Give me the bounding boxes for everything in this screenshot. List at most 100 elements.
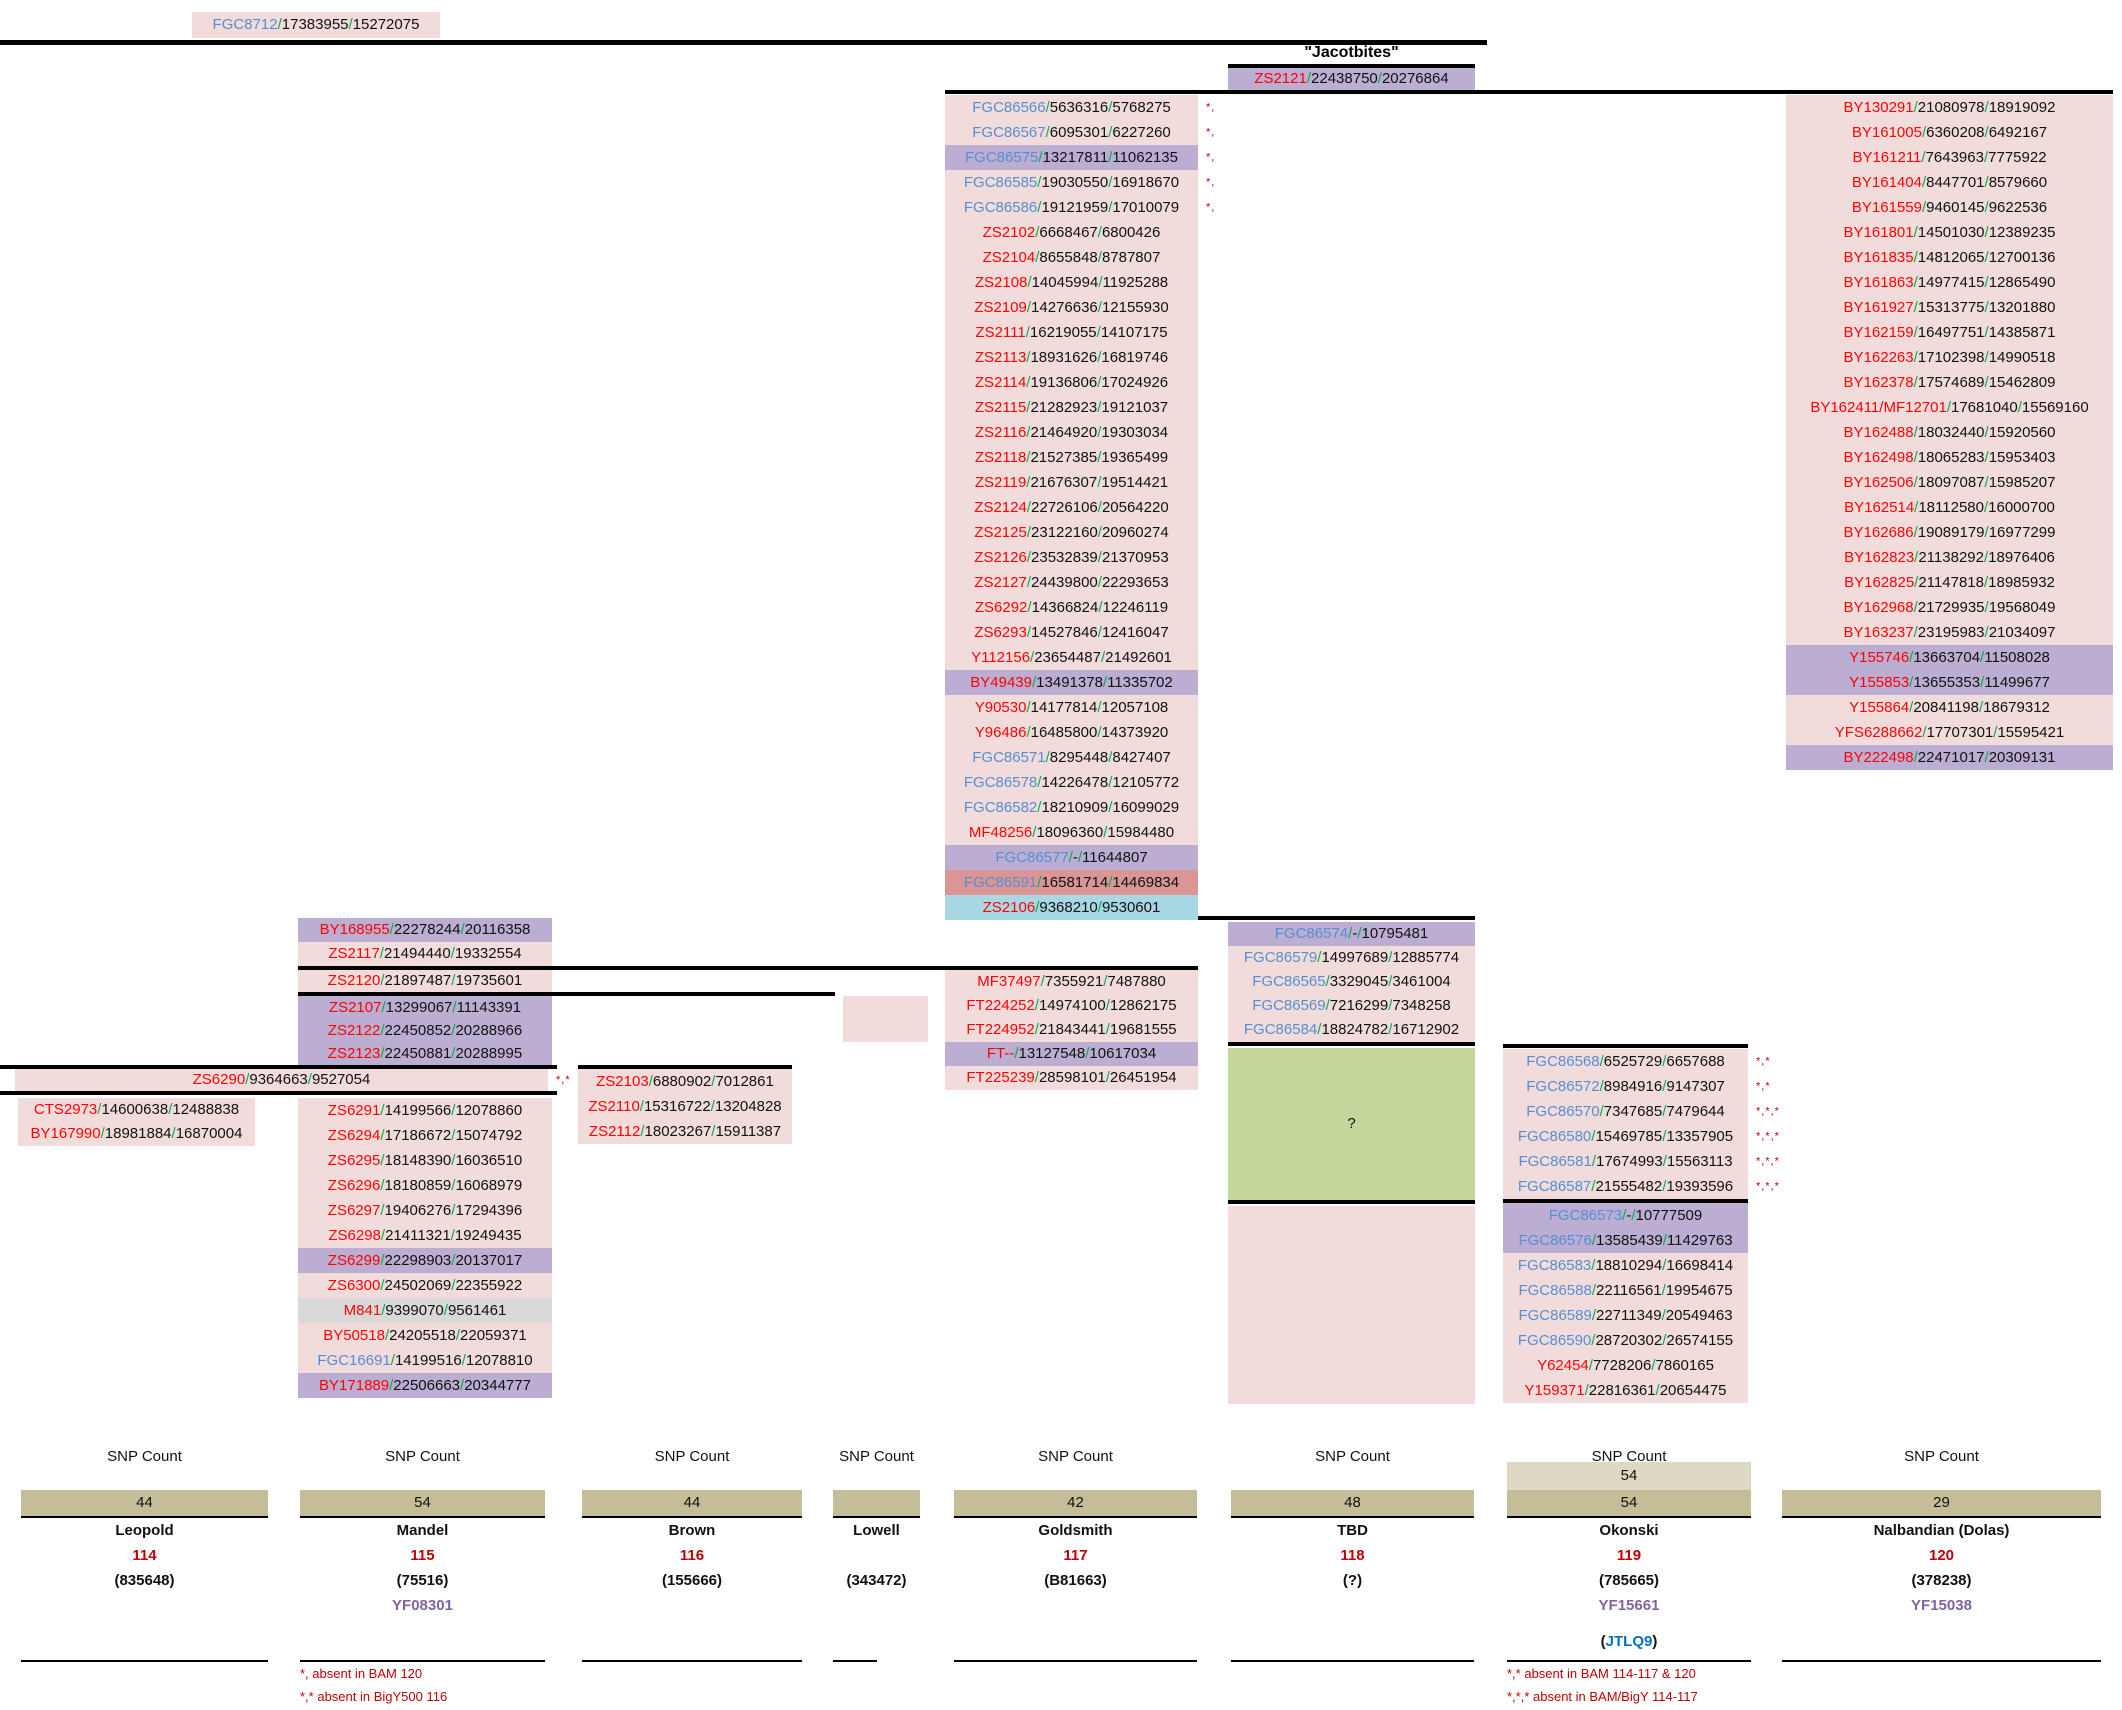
snp-position: 28598101 bbox=[1038, 1069, 1106, 1086]
slash-separator: / bbox=[307, 1071, 312, 1088]
connector-line bbox=[945, 90, 2113, 94]
slash-separator: / bbox=[1045, 749, 1050, 766]
snp-name: FGC86584 bbox=[1243, 1021, 1318, 1038]
snp-position: 19121959 bbox=[1041, 199, 1109, 216]
snp-name: BY162823 bbox=[1844, 549, 1915, 566]
slash-separator: / bbox=[168, 1101, 173, 1118]
slash-separator: / bbox=[1913, 449, 1918, 466]
kit-id: JTLQ9 bbox=[1605, 1633, 1653, 1650]
slash-separator: / bbox=[1035, 899, 1040, 916]
slash-separator: / bbox=[381, 1302, 386, 1319]
snp-name: FGC86581 bbox=[1518, 1153, 1592, 1170]
snp-position: 17024926 bbox=[1101, 374, 1169, 391]
slash-separator: / bbox=[1984, 624, 1989, 641]
slash-separator: / bbox=[1027, 599, 1032, 616]
snp-row: ZS2115/21282923/19121037 bbox=[945, 395, 1198, 420]
slash-separator: / bbox=[1909, 649, 1914, 666]
snp-count-label: SNP Count bbox=[654, 1448, 730, 1465]
snp-row: Y159371/22816361/20654475 bbox=[1503, 1378, 1748, 1403]
snp-name: Y112156 bbox=[971, 649, 1031, 666]
snp-position: 19681555 bbox=[1109, 1021, 1177, 1038]
slash-separator: / bbox=[1921, 124, 1927, 141]
footnote-marker: *, bbox=[1206, 126, 1216, 138]
snp-row: MF37497/7355921/7487880 bbox=[945, 970, 1198, 994]
slash-separator: / bbox=[1591, 1257, 1596, 1274]
snp-name: BY168955 bbox=[319, 921, 390, 938]
slash-separator: / bbox=[1913, 324, 1918, 341]
snp-name: ZS2114 bbox=[974, 374, 1027, 391]
slash-separator: / bbox=[389, 1377, 394, 1394]
snp-name: ZS6295 bbox=[327, 1152, 381, 1169]
slash-separator: / bbox=[1913, 224, 1918, 241]
snp-position: 7348258 bbox=[1392, 997, 1451, 1014]
slash-separator: / bbox=[450, 945, 455, 962]
snp-position: 21034097 bbox=[1988, 624, 2056, 641]
footnote-marker: *, bbox=[1206, 201, 1216, 213]
snp-position: 11499677 bbox=[1984, 674, 2050, 691]
snp-position: 19089179 bbox=[1917, 524, 1985, 541]
slash-separator: / bbox=[451, 1252, 456, 1269]
connector-line bbox=[298, 966, 1198, 970]
snp-row: ZS2104/8655848/8787807 bbox=[945, 245, 1198, 270]
snp-row: BY161404/8447701/8579660 bbox=[1786, 170, 2113, 195]
snp-position: 9561461 bbox=[447, 1302, 507, 1319]
brown-snp-block: ZS2103/6880902/7012861 ZS2110/15316722/13… bbox=[578, 1069, 792, 1144]
connector-line bbox=[945, 916, 1475, 920]
snp-name: FGC86591 bbox=[963, 874, 1038, 891]
snp-row: FGC86584/18824782/16712902 bbox=[1228, 1018, 1475, 1042]
slash-separator: / bbox=[1909, 674, 1914, 691]
slash-separator: / bbox=[1983, 549, 1989, 566]
snp-position: 13204828 bbox=[714, 1098, 782, 1115]
slash-separator: / bbox=[380, 1152, 385, 1169]
slash-separator: / bbox=[1922, 724, 1927, 741]
snp-position: 18023267 bbox=[644, 1123, 712, 1140]
snp-name: ZS2116 bbox=[974, 424, 1027, 441]
snp-row: M841/9399070/9561461 bbox=[298, 1298, 552, 1323]
slash-separator: / bbox=[1025, 324, 1030, 341]
slash-separator: / bbox=[451, 1202, 456, 1219]
snp-position: 9364663 bbox=[249, 1071, 308, 1088]
slash-separator: / bbox=[1984, 324, 1989, 341]
snp-row: ZS6293/14527846/12416047 bbox=[945, 620, 1198, 645]
snp-position: 22438750 bbox=[1311, 70, 1378, 87]
snp-position: 17681040 bbox=[1951, 399, 2018, 416]
slash-separator: / bbox=[1108, 749, 1113, 766]
snp-count-box: 42 bbox=[954, 1490, 1197, 1518]
snp-name: BY161005 bbox=[1851, 124, 1922, 141]
snp-name: FT224252 bbox=[966, 997, 1035, 1014]
connector-line bbox=[0, 40, 1487, 45]
connector-line bbox=[0, 1091, 557, 1095]
slash-separator: / bbox=[2017, 399, 2022, 416]
slash-separator: / bbox=[1377, 70, 1382, 87]
snp-position: 17707301 bbox=[1926, 724, 1994, 741]
slash-separator: / bbox=[1108, 149, 1113, 166]
snp-position: 20549463 bbox=[1665, 1307, 1733, 1324]
snp-position: 12488838 bbox=[172, 1101, 240, 1118]
snp-name: ZS2103 bbox=[596, 1073, 649, 1090]
snp-row: ZS2111/16219055/14107175 bbox=[945, 320, 1198, 345]
snp-position: 28720302 bbox=[1595, 1332, 1663, 1349]
snp-position: 16918670 bbox=[1112, 174, 1180, 191]
sample-name: Goldsmith bbox=[1038, 1522, 1113, 1539]
snp-position: 21411321 bbox=[385, 1227, 451, 1244]
okonski-lower-snp-block: FGC86573/-/10777509 FGC86576/13585439/114… bbox=[1503, 1203, 1748, 1403]
snp-position: 26451954 bbox=[1109, 1069, 1177, 1086]
yfull-id: YF15661 bbox=[1598, 1597, 1660, 1614]
snp-row: FGC86574/-/10795481 bbox=[1228, 922, 1475, 946]
slash-separator: / bbox=[1100, 649, 1106, 666]
yfull-id: YF15038 bbox=[1911, 1597, 1972, 1614]
snp-name: BY161559 bbox=[1851, 199, 1922, 216]
slash-separator: / bbox=[1984, 349, 1989, 366]
sample-number: 116 bbox=[679, 1547, 705, 1564]
snp-position: 19514421 bbox=[1101, 474, 1169, 491]
slash-separator: / bbox=[1993, 724, 1998, 741]
snp-count-label: SNP Count bbox=[1591, 1448, 1667, 1465]
snp-position: 19303034 bbox=[1101, 424, 1169, 441]
snp-position: 8447701 bbox=[1926, 174, 1985, 191]
snp-row: FGC86585/19030550/16918670 *, bbox=[945, 170, 1214, 195]
snp-position: 8984916 bbox=[1603, 1078, 1663, 1095]
snp-row: ZS2126/23532839/21370953 bbox=[945, 545, 1198, 570]
slash-separator: / bbox=[1097, 524, 1102, 541]
snp-name: BY171889 bbox=[319, 1377, 390, 1394]
slash-separator: / bbox=[1913, 99, 1918, 116]
